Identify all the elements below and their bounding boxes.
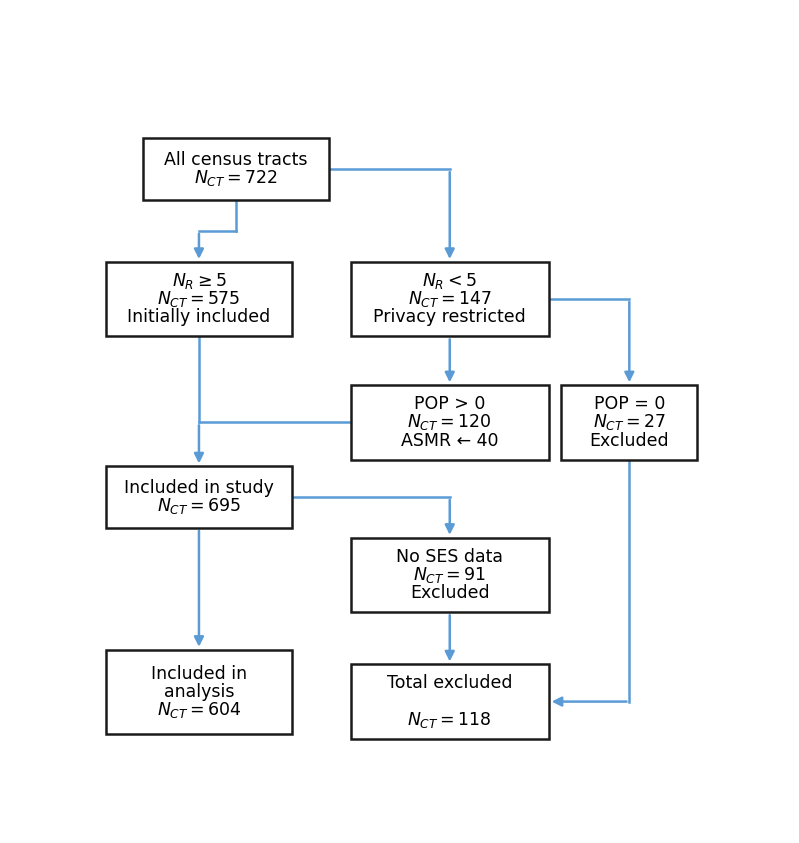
Text: Included in study: Included in study <box>124 479 274 497</box>
Bar <box>106 650 292 734</box>
Text: $N_{CT} = 118$: $N_{CT} = 118$ <box>407 710 492 730</box>
Text: Privacy restricted: Privacy restricted <box>373 309 526 326</box>
Text: $N_{CT} = 722$: $N_{CT} = 722$ <box>194 169 278 188</box>
Bar <box>561 385 698 459</box>
Text: analysis: analysis <box>164 683 234 701</box>
Text: Total excluded: Total excluded <box>387 674 512 692</box>
Text: $N_{CT} = 575$: $N_{CT} = 575$ <box>157 289 240 309</box>
Text: $N_{CT} = 147$: $N_{CT} = 147$ <box>407 289 492 309</box>
Bar <box>143 138 329 200</box>
Text: Included in: Included in <box>151 664 247 683</box>
Text: ASMR ← 40: ASMR ← 40 <box>401 432 499 449</box>
Bar <box>106 466 292 528</box>
Text: POP > 0: POP > 0 <box>414 395 486 413</box>
Text: POP = 0: POP = 0 <box>594 395 665 413</box>
Text: $N_{CT} = 695$: $N_{CT} = 695$ <box>157 497 241 516</box>
Bar <box>351 262 549 336</box>
Text: $N_{CT} = 91$: $N_{CT} = 91$ <box>413 565 487 585</box>
Text: Initially included: Initially included <box>127 309 271 326</box>
Bar <box>106 262 292 336</box>
Text: Excluded: Excluded <box>410 584 490 602</box>
Bar <box>351 538 549 612</box>
Bar <box>351 664 549 739</box>
Text: $N_{CT} = 27$: $N_{CT} = 27$ <box>593 412 666 432</box>
Bar <box>351 385 549 459</box>
Text: Excluded: Excluded <box>590 432 669 449</box>
Text: $N_R \geq 5$: $N_R \geq 5$ <box>172 271 226 291</box>
Text: $N_{CT} = 604$: $N_{CT} = 604$ <box>157 700 241 720</box>
Text: No SES data: No SES data <box>396 548 503 566</box>
Text: All census tracts: All census tracts <box>165 151 308 169</box>
Text: $N_R < 5$: $N_R < 5$ <box>423 271 477 291</box>
Text: $N_{CT} = 120$: $N_{CT} = 120$ <box>407 412 492 432</box>
